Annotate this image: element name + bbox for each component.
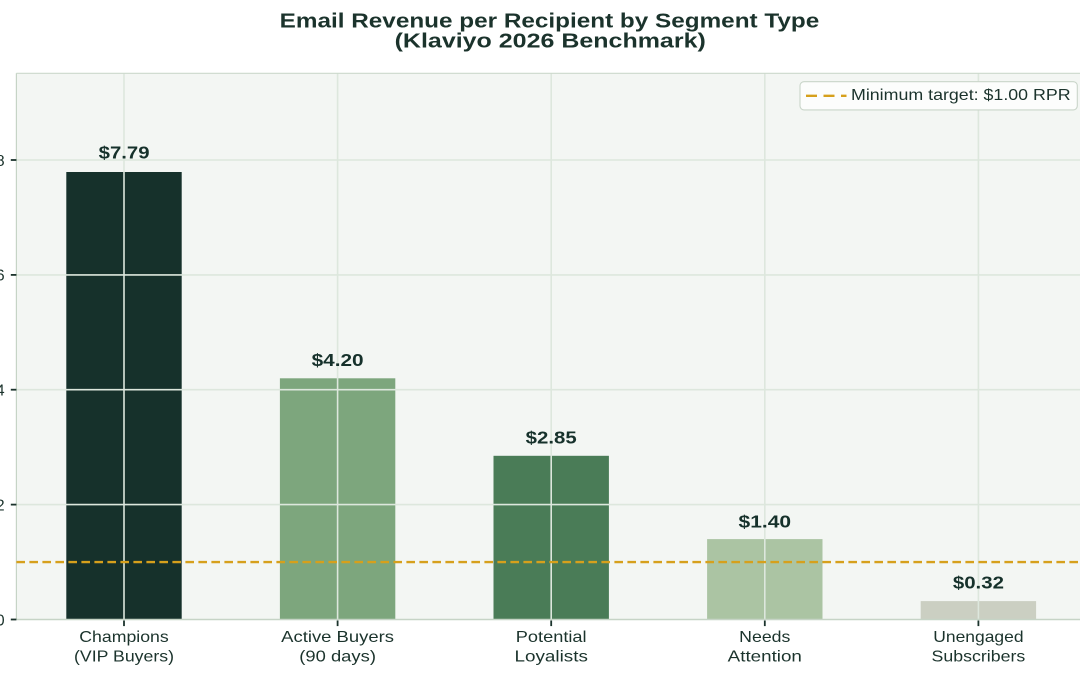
svg-text:$8: $8 xyxy=(0,153,5,170)
svg-text:(Klaviyo 2026 Benchmark): (Klaviyo 2026 Benchmark) xyxy=(395,30,706,53)
svg-text:(90 days): (90 days) xyxy=(299,648,376,665)
svg-text:$1.40: $1.40 xyxy=(739,511,792,531)
svg-text:Subscribers: Subscribers xyxy=(932,648,1026,665)
svg-text:$0.32: $0.32 xyxy=(953,573,1004,593)
svg-text:$2: $2 xyxy=(0,497,5,514)
svg-text:$0: $0 xyxy=(0,612,5,629)
svg-text:$7.79: $7.79 xyxy=(99,143,150,163)
svg-text:$4.20: $4.20 xyxy=(312,350,364,370)
svg-text:Champions: Champions xyxy=(79,629,168,646)
svg-text:$4: $4 xyxy=(0,383,5,400)
svg-text:Active Buyers: Active Buyers xyxy=(281,629,394,646)
svg-text:Potential: Potential xyxy=(516,629,587,646)
svg-text:$2.85: $2.85 xyxy=(526,427,577,447)
svg-text:$6: $6 xyxy=(0,268,5,285)
svg-text:Unengaged: Unengaged xyxy=(933,629,1023,646)
svg-text:Needs: Needs xyxy=(739,629,790,646)
svg-text:Email Revenue per Recipient by: Email Revenue per Recipient by Segment T… xyxy=(280,9,820,32)
svg-text:Loyalists: Loyalists xyxy=(515,648,588,665)
svg-text:Minimum target: $1.00 RPR: Minimum target: $1.00 RPR xyxy=(851,87,1071,104)
svg-text:(VIP Buyers): (VIP Buyers) xyxy=(74,648,174,665)
svg-text:Attention: Attention xyxy=(728,648,802,665)
